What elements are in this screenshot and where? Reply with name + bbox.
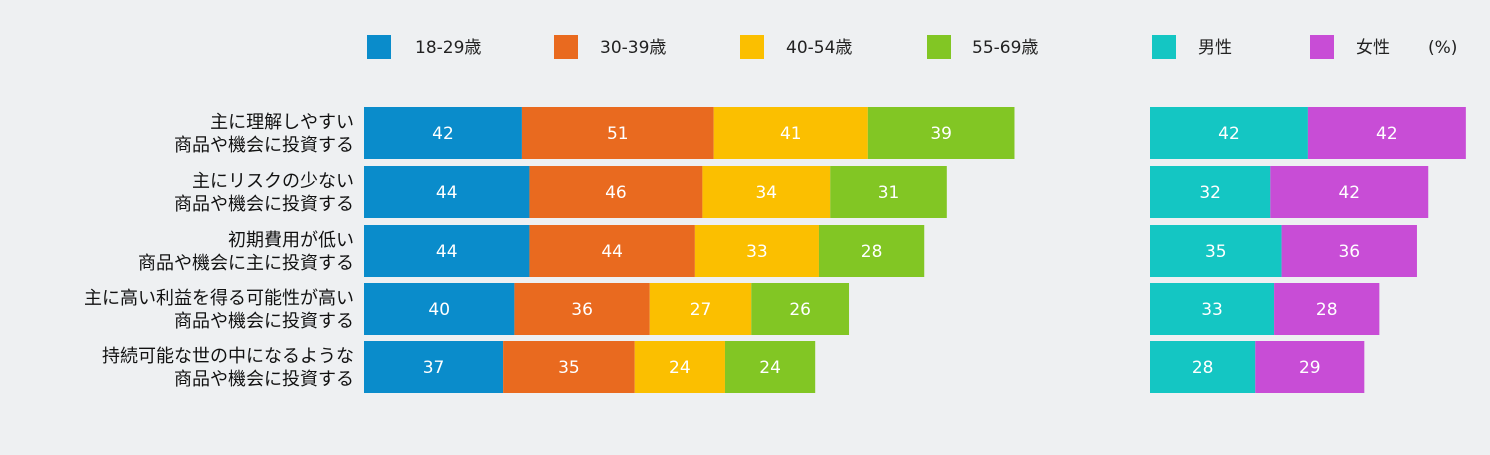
- category-label: 商品や機会に主に投資する: [138, 253, 354, 274]
- legend-swatch: [367, 35, 391, 59]
- data-label: 24: [759, 358, 781, 378]
- legend-label: 55-69歳: [972, 38, 1038, 58]
- bar-segment: [830, 166, 947, 218]
- data-label: 33: [1201, 300, 1223, 320]
- bar-segment: [724, 341, 816, 393]
- bar-segment: [1274, 283, 1380, 335]
- bar-segment: [1270, 166, 1429, 218]
- bar-segment: [1281, 225, 1417, 277]
- bar-segment: [1307, 107, 1466, 159]
- legend-label: 40-54歳: [786, 38, 852, 58]
- bar-segment: [364, 166, 530, 218]
- bar-segment: [514, 283, 650, 335]
- bar-segment: [649, 283, 752, 335]
- category-label: 初期費用が低い: [228, 230, 354, 251]
- category-label: 持続可能な世の中になるような: [102, 346, 354, 367]
- bar-segment: [1150, 341, 1256, 393]
- legend-label: 18-29歳: [415, 38, 481, 58]
- data-label: 26: [789, 300, 811, 320]
- data-label: 35: [558, 358, 580, 378]
- data-label: 34: [755, 183, 777, 203]
- data-label: 40: [428, 300, 450, 320]
- legend-label: 女性: [1356, 38, 1390, 58]
- category-label: 商品や機会に投資する: [174, 194, 354, 215]
- bar-segment: [634, 341, 725, 393]
- category-label: 主に高い利益を得る可能性が高い: [84, 288, 354, 309]
- legend-label: 男性: [1198, 38, 1232, 58]
- bar-segment: [713, 107, 868, 159]
- bar-segment: [503, 341, 635, 393]
- data-label: 28: [861, 242, 883, 262]
- category-label: 商品や機会に投資する: [174, 369, 354, 390]
- bar-segment: [364, 225, 530, 277]
- bar-segment: [1255, 341, 1365, 393]
- data-label: 36: [1338, 242, 1360, 262]
- data-label: 31: [878, 183, 900, 203]
- legend-swatch: [1310, 35, 1334, 59]
- data-label: 32: [1199, 183, 1221, 203]
- bar-segment: [1150, 283, 1275, 335]
- category-label: 主にリスクの少ない: [192, 171, 354, 192]
- bar-segment: [1150, 166, 1271, 218]
- category-label: 主に理解しやすい: [210, 112, 354, 133]
- data-label: 24: [669, 358, 691, 378]
- data-label: 29: [1299, 358, 1321, 378]
- bar-segment: [867, 107, 1015, 159]
- bar-segment: [751, 283, 850, 335]
- bar-segment: [1150, 225, 1282, 277]
- legend-label: 30-39歳: [600, 38, 666, 58]
- legend-swatch: [740, 35, 764, 59]
- data-label: 46: [605, 183, 627, 203]
- data-label: 37: [423, 358, 445, 378]
- data-label: 28: [1192, 358, 1214, 378]
- bar-segment: [818, 225, 925, 277]
- legend-swatch: [927, 35, 951, 59]
- bar-segment: [364, 283, 515, 335]
- bar-segment: [1150, 107, 1308, 159]
- unit-label: (%): [1428, 38, 1457, 58]
- data-label: 42: [1338, 183, 1360, 203]
- data-label: 42: [1376, 124, 1398, 144]
- data-label: 28: [1316, 300, 1338, 320]
- data-label: 33: [746, 242, 768, 262]
- data-label: 51: [607, 124, 629, 144]
- bar-segment: [521, 107, 714, 159]
- data-label: 27: [690, 300, 712, 320]
- bar-segment: [364, 341, 504, 393]
- data-label: 35: [1205, 242, 1227, 262]
- bar-segment: [702, 166, 831, 218]
- category-label: 商品や機会に投資する: [174, 135, 354, 156]
- data-label: 42: [1218, 124, 1240, 144]
- bar-segment: [694, 225, 819, 277]
- data-label: 44: [436, 183, 458, 203]
- data-label: 41: [780, 124, 802, 144]
- bar-segment: [529, 225, 695, 277]
- data-label: 36: [571, 300, 593, 320]
- data-label: 44: [436, 242, 458, 262]
- data-label: 42: [432, 124, 454, 144]
- category-label: 商品や機会に投資する: [174, 311, 354, 332]
- data-label: 44: [601, 242, 623, 262]
- legend-swatch: [554, 35, 578, 59]
- legend-swatch: [1152, 35, 1176, 59]
- bar-segment: [364, 107, 522, 159]
- bar-segment: [529, 166, 703, 218]
- data-label: 39: [930, 124, 952, 144]
